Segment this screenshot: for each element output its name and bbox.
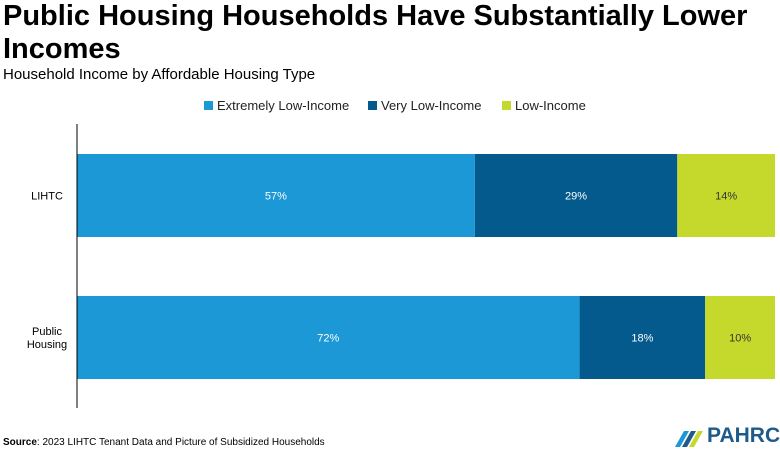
category-label: LIHTC [31, 191, 63, 203]
legend-item-extremely-low: Extremely Low-Income [204, 98, 349, 113]
category-label: Public [32, 326, 62, 338]
legend-item-low: Low-Income [502, 98, 586, 113]
category-label: Housing [27, 339, 67, 351]
legend: Extremely Low-Income Very Low-Income Low… [0, 98, 780, 114]
source-label: Source [3, 437, 37, 448]
bar-segment [77, 296, 580, 379]
legend-item-very-low: Very Low-Income [368, 98, 481, 113]
bar-segment [705, 296, 775, 379]
bar-segment [474, 154, 678, 237]
pahrc-logo-mark-icon [675, 431, 703, 447]
logo-text: PAHRC [707, 424, 780, 447]
bar-segment [77, 154, 475, 237]
legend-label-very-low: Very Low-Income [381, 98, 482, 113]
legend-swatch-low [502, 101, 511, 110]
data-label: 18% [631, 333, 653, 345]
source-note: Source: 2023 LIHTC Tenant Data and Pictu… [3, 437, 325, 448]
data-label: 57% [265, 191, 287, 203]
chart-subtitle: Household Income by Affordable Housing T… [3, 66, 316, 83]
data-label: 72% [317, 333, 339, 345]
source-text: : 2023 LIHTC Tenant Data and Picture of … [36, 437, 325, 448]
legend-swatch-very-low [368, 101, 377, 110]
data-label: 14% [715, 191, 737, 203]
bar-segment [579, 296, 706, 379]
legend-label-extremely-low: Extremely Low-Income [217, 98, 350, 113]
chart-title: Public Housing Households Have Substanti… [3, 0, 748, 65]
legend-swatch-extremely-low [204, 101, 213, 110]
bar-segment [677, 154, 775, 237]
data-label: 29% [565, 191, 587, 203]
data-label: 10% [729, 333, 751, 345]
legend-label-low: Low-Income [515, 98, 586, 113]
pahrc-logo: PAHRC™ [675, 424, 780, 448]
